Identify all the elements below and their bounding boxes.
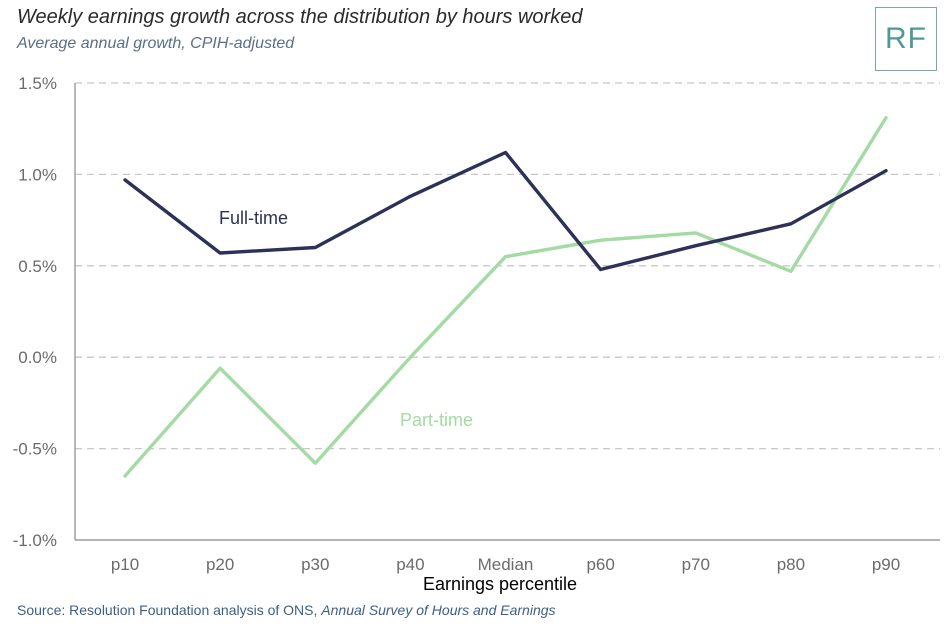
- x-tick-label: Median: [478, 555, 534, 574]
- source-note: Source: Resolution Foundation analysis o…: [17, 602, 556, 618]
- source-publication: Annual Survey of Hours and Earnings: [321, 602, 556, 618]
- source-prefix: Source: Resolution Foundation analysis o…: [17, 602, 322, 618]
- x-tick-label: p90: [872, 555, 900, 574]
- series-label-part-time: Part-time: [400, 410, 473, 430]
- resolution-foundation-logo: RF: [875, 7, 937, 71]
- chart-subtitle: Average annual growth, CPIH-adjusted: [17, 35, 295, 52]
- x-tick-label: p30: [301, 555, 329, 574]
- x-tick-label: p80: [777, 555, 805, 574]
- x-tick-label: p20: [206, 555, 234, 574]
- y-tick-label: 0.0%: [18, 348, 57, 367]
- y-tick-label: 0.5%: [18, 257, 57, 276]
- series-line-part-time: [123, 115, 888, 478]
- y-tick-label: 1.5%: [18, 74, 57, 93]
- y-tick-label: -0.5%: [13, 440, 57, 459]
- series-label-full-time: Full-time: [219, 208, 288, 228]
- x-tick-label: p40: [396, 555, 424, 574]
- x-axis-title: Earnings percentile: [423, 574, 577, 594]
- y-tick-label: 1.0%: [18, 165, 57, 184]
- y-tick-label: -1.0%: [13, 531, 57, 550]
- x-tick-label: p60: [586, 555, 614, 574]
- x-tick-label: p70: [682, 555, 710, 574]
- series-line-full-time: [123, 150, 888, 272]
- x-tick-label: p10: [111, 555, 139, 574]
- chart-title: Weekly earnings growth across the distri…: [17, 6, 583, 28]
